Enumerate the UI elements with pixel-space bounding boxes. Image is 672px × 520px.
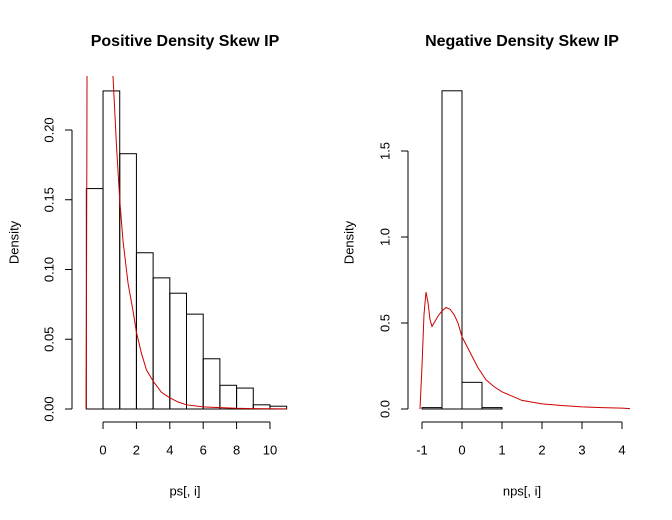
bar [219, 384, 238, 410]
x-axis-label: ps[, i] [169, 483, 200, 498]
y-axis-label: Density [6, 220, 21, 264]
bar [202, 358, 221, 410]
x-tick-label: 0 [458, 442, 465, 457]
bar [169, 292, 188, 410]
x-tick-label: 2 [538, 442, 545, 457]
y-axis-label: Density [341, 220, 356, 264]
y-tick-label: 0.5 [377, 314, 392, 332]
x-tick-label: 4 [618, 442, 625, 457]
bar [421, 407, 443, 410]
x-tick-label: 1 [498, 442, 505, 457]
y-tick-label: 1.0 [377, 228, 392, 246]
x-tick-label: 3 [578, 442, 585, 457]
y-tick-label: 0.20 [41, 117, 56, 142]
bar [236, 387, 254, 410]
x-tick-label: -1 [416, 442, 428, 457]
x-tick-label: 6 [200, 442, 207, 457]
bar [135, 252, 154, 410]
bar [186, 313, 204, 410]
bar [152, 277, 171, 410]
chart-title: Positive Density Skew IP [91, 33, 280, 50]
x-tick-label: 10 [263, 442, 277, 457]
density-line [85, 76, 287, 410]
bar [481, 407, 503, 410]
x-tick-label: 0 [99, 442, 106, 457]
density-line [419, 291, 630, 410]
chart-title: Negative Density Skew IP [425, 33, 619, 50]
y-tick-label: 0.00 [41, 396, 56, 421]
y-tick-label: 0.0 [377, 400, 392, 418]
bar [441, 90, 463, 410]
x-tick-label: 4 [166, 442, 173, 457]
bar [85, 188, 104, 410]
x-tick-label: 8 [233, 442, 240, 457]
y-tick-label: 1.5 [377, 142, 392, 160]
x-tick-label: 2 [133, 442, 140, 457]
bar [102, 90, 121, 410]
bar [461, 381, 483, 410]
y-tick-label: 0.10 [41, 257, 56, 282]
y-tick-label: 0.15 [41, 187, 56, 212]
x-axis-label: nps[, i] [503, 483, 541, 498]
y-tick-label: 0.05 [41, 327, 56, 352]
